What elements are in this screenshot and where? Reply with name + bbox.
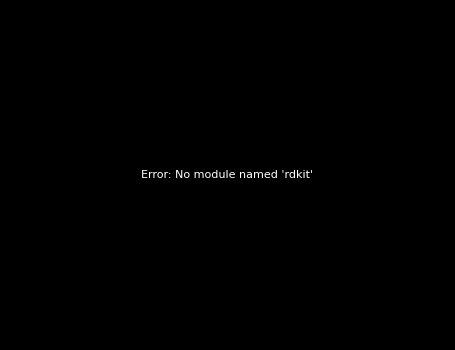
- Text: Error: No module named 'rdkit': Error: No module named 'rdkit': [142, 170, 313, 180]
